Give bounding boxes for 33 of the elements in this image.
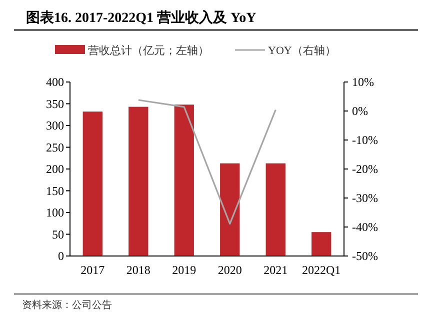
bar	[128, 106, 148, 256]
y2-tick-label: -30%	[352, 191, 378, 205]
bar	[82, 112, 102, 256]
legend-label: YOY（右轴）	[268, 44, 336, 57]
chart-title: 图表16. 2017-2022Q1 营业收入及 YoY	[26, 10, 256, 26]
y2-tick-label: 0%	[352, 104, 368, 118]
x-tick-label: 2018	[126, 263, 150, 277]
bar	[266, 163, 286, 256]
x-tick-label: 2019	[172, 263, 196, 277]
y2-tick-label: -50%	[352, 249, 378, 263]
x-tick-label: 2017	[80, 263, 105, 277]
x-tick-label: 2022Q1	[302, 263, 341, 277]
y2-tick-label: -20%	[352, 162, 378, 176]
y-tick-label: 50	[52, 227, 64, 242]
bar	[174, 104, 194, 256]
y2-tick-label: 10%	[352, 75, 374, 89]
y2-tick-label: -40%	[352, 220, 378, 234]
bar	[220, 163, 240, 256]
y-tick-label: 300	[46, 118, 64, 132]
y-tick-label: 0	[58, 249, 64, 263]
y-tick-label: 100	[46, 206, 64, 220]
line-series	[138, 99, 276, 225]
legend-label: 营收总计（亿元；左轴）	[88, 44, 209, 57]
y2-tick-label: -10%	[352, 133, 378, 147]
y-tick-label: 150	[46, 184, 64, 198]
bar	[312, 232, 332, 256]
text: 资料来源：公司公告	[22, 299, 112, 311]
y-tick-label: 400	[46, 75, 64, 89]
y-tick-label: 350	[46, 96, 64, 111]
y-tick-label: 200	[46, 162, 64, 176]
x-tick-label: 2021	[264, 263, 288, 277]
x-tick-label: 2020	[218, 263, 242, 277]
y-tick-label: 250	[46, 140, 64, 154]
